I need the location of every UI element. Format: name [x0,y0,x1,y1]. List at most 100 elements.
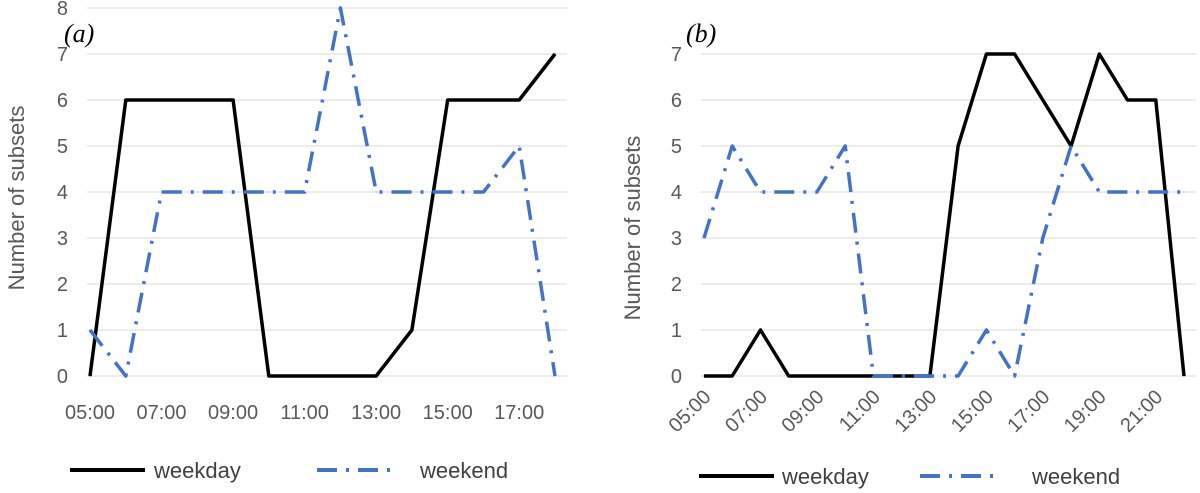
data-point-weekday [1127,99,1129,101]
data-point-weekday [816,375,818,377]
data-point-weekend [304,191,306,193]
data-point-weekend [816,191,818,193]
y-tick-label: 3 [57,228,68,250]
legend-label-weekend: weekend [1031,464,1120,489]
data-point-weekend [89,329,91,331]
data-point-weekend [411,191,413,193]
legend-label-weekday: weekday [781,464,869,489]
data-point-weekend [518,145,520,147]
data-point-weekend [759,191,761,193]
data-point-weekday [788,375,790,377]
x-tick-label: 07:00 [137,402,187,424]
x-tick-label: 11:00 [280,402,329,424]
data-point-weekend [872,375,874,377]
data-point-weekend [1070,145,1072,147]
y-tick-label: 0 [671,366,682,388]
data-point-weekday [985,53,987,55]
x-tick-label: 17:00 [1003,386,1054,437]
data-point-weekday [125,99,127,101]
data-point-weekend [554,375,556,377]
data-point-weekday [161,99,163,101]
y-tick-label: 2 [671,274,682,296]
data-point-weekday [482,99,484,101]
x-tick-label: 17:00 [494,402,544,424]
series-line-weekday [704,52,1186,378]
data-point-weekend [957,375,959,377]
data-point-weekday [304,375,306,377]
x-tick-label: 13:00 [890,386,941,437]
data-point-weekday [89,375,91,377]
data-point-weekday [703,375,705,377]
chart-panel-b: 0 1 2 3 4 5 6 7 05:00 07:00 09:00 11:00 13:00 15:00 17… [620,19,1196,489]
y-tick-label: 0 [57,366,68,388]
data-point-weekend [985,329,987,331]
data-point-weekend [1042,237,1044,239]
data-point-weekend [901,375,903,377]
legend-label-weekend: weekend [419,458,508,483]
data-point-weekend [844,145,846,147]
y-tick-label: 1 [671,320,682,342]
data-point-weekend [161,191,163,193]
data-point-weekend [788,191,790,193]
legend-label-weekday: weekday [153,458,241,483]
y-tick-label: 7 [57,44,68,66]
y-tick-label: 2 [57,274,68,296]
y-tick-label: 7 [671,44,682,66]
data-point-weekday [1014,53,1016,55]
data-point-weekday [1042,99,1044,101]
data-point-weekend [929,375,931,377]
data-point-weekday [1155,99,1157,101]
x-tick-label: 19:00 [1060,386,1111,437]
data-point-weekend [482,191,484,193]
y-tick-label: 1 [57,320,68,342]
data-point-weekend [1098,191,1100,193]
data-point-weekday [554,53,556,55]
data-point-weekend [1183,191,1185,193]
data-point-weekend [1127,191,1129,193]
data-point-weekend [268,191,270,193]
data-point-weekday [731,375,733,377]
data-point-weekend [339,7,341,9]
x-tick-label: 11:00 [835,386,885,436]
y-axis-title: Number of subsets [620,136,645,321]
data-point-weekday [759,329,761,331]
data-point-weekday [268,375,270,377]
data-point-weekend [1014,375,1016,377]
x-tick-label: 15:00 [947,386,998,437]
x-tick-label: 07:00 [721,386,772,437]
x-tick-label: 09:00 [208,402,258,424]
data-point-weekend [1155,191,1157,193]
data-point-weekday [232,99,234,101]
data-point-weekend [196,191,198,193]
y-axis-title: Number of subsets [4,106,29,291]
x-tick-label: 21:00 [1116,386,1167,437]
data-point-weekend [703,237,705,239]
y-tick-label: 5 [57,136,68,158]
data-point-weekday [518,99,520,101]
data-point-weekend [375,191,377,193]
x-tick-label: 13:00 [351,402,401,424]
data-point-weekday [957,145,959,147]
data-point-weekday [844,375,846,377]
panel-label: (b) [686,19,716,48]
data-point-weekend [125,375,127,377]
y-tick-label: 5 [671,136,682,158]
series-line-weekend [88,6,557,378]
data-point-weekend [731,145,733,147]
y-tick-label: 6 [57,90,68,112]
chart-panel-a: 0 1 2 3 4 5 6 7 8 05:00 07:00 09:00 11:00 13:00 15:00 1… [4,0,567,483]
y-tick-label: 3 [671,228,682,250]
data-point-weekday [411,329,413,331]
data-point-weekday [375,375,377,377]
data-point-weekday [196,99,198,101]
data-point-weekend [232,191,234,193]
y-tick-label: 4 [671,182,682,204]
series-line-weekend [702,144,1184,378]
y-tick-label: 6 [671,90,682,112]
data-point-weekend [447,191,449,193]
x-tick-label: 05:00 [665,386,716,437]
x-tick-label: 05:00 [65,402,115,424]
x-tick-label: 09:00 [778,386,829,437]
y-tick-label: 8 [57,0,68,20]
